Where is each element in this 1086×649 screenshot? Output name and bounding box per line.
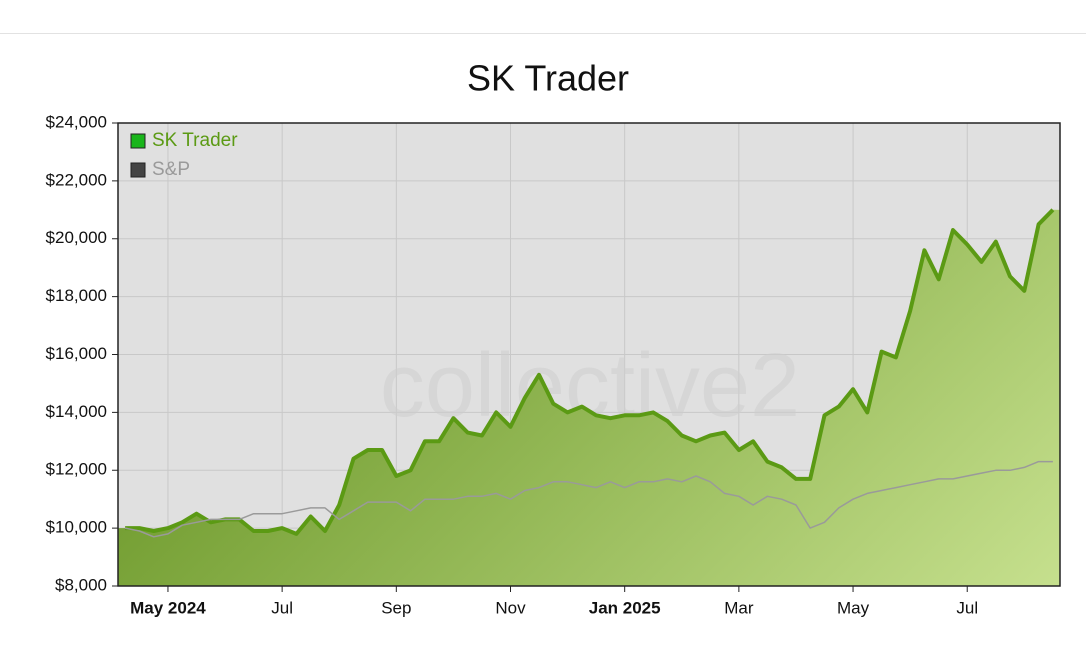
chart-title: SK Trader (467, 58, 629, 99)
legend-label: SK Trader (152, 130, 238, 151)
y-tick-label: $8,000 (55, 575, 107, 594)
y-tick-label: $18,000 (46, 286, 107, 305)
x-tick-label: Jul (956, 598, 978, 617)
y-tick-label: $10,000 (46, 518, 107, 537)
line (125, 208, 1055, 536)
y-tick-label: $16,000 (46, 344, 107, 363)
y-tick-label: $20,000 (46, 228, 107, 247)
y-tick-label: $12,000 (46, 460, 107, 479)
x-tick-label: Jul (271, 598, 293, 617)
legend-swatch (130, 162, 146, 178)
area (118, 209, 1060, 587)
x-tick-label: Sep (381, 598, 411, 617)
x-tick-label: May (837, 598, 870, 617)
line (124, 460, 1053, 538)
y-tick-label: $24,000 (46, 112, 107, 131)
x-tick-label: Mar (724, 598, 754, 617)
legend-swatch (130, 133, 146, 149)
x-tick-label: May 2024 (130, 598, 206, 617)
x-tick-label: Jan 2025 (589, 598, 661, 617)
y-tick-label: $22,000 (46, 170, 107, 189)
x-tick-label: Nov (495, 598, 526, 617)
legend-label: S&P (152, 159, 190, 180)
y-tick-label: $14,000 (46, 402, 107, 421)
